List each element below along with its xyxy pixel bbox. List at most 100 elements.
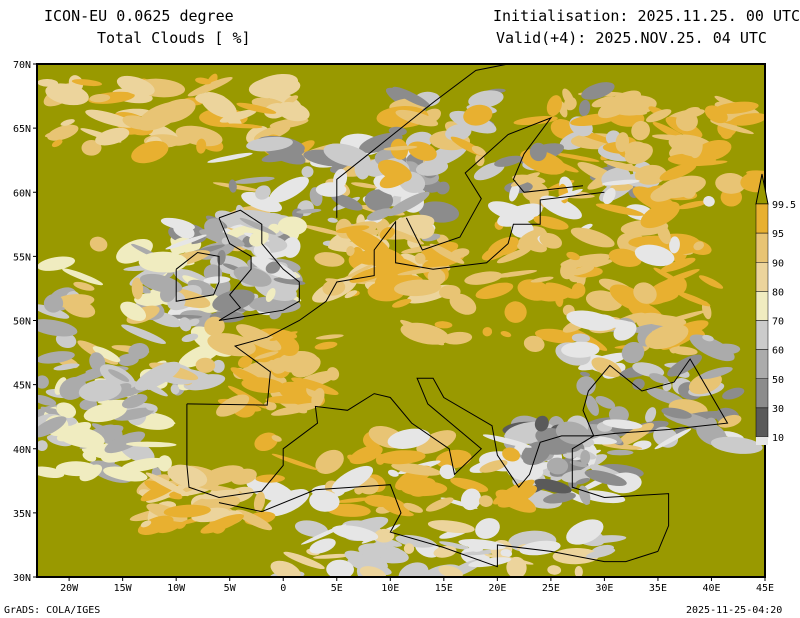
cloud-patch <box>235 509 273 531</box>
cloud-patch <box>710 120 754 135</box>
lat-label: 45N <box>13 381 31 392</box>
cloud-patch <box>533 215 569 230</box>
cloud-patch <box>698 275 724 289</box>
cloud-patch <box>475 282 514 299</box>
coastline <box>336 64 605 218</box>
lon-label: 5E <box>331 583 343 594</box>
cloud-patch <box>554 152 600 162</box>
cloud-patch <box>436 181 450 195</box>
cloud-patch <box>236 324 282 351</box>
cloud-patch <box>475 518 500 539</box>
cloud-patch <box>92 346 121 363</box>
cloud-patch <box>566 519 604 545</box>
cloud-patch <box>387 428 431 449</box>
cloud-patch <box>204 218 225 236</box>
cloud-patch <box>383 145 418 151</box>
cloud-patch <box>315 182 347 197</box>
cloud-patch <box>478 495 493 507</box>
cloud-patch <box>434 321 453 329</box>
cloud-patch <box>631 120 650 141</box>
cloud-patch <box>159 283 177 303</box>
cloud-patch <box>546 457 569 475</box>
cloud-patch <box>591 357 622 378</box>
cloud-patch <box>364 494 393 508</box>
cloud-patch <box>603 160 645 173</box>
cloud-patch <box>401 245 435 254</box>
cloud-patch <box>265 395 317 404</box>
cloud-patch <box>416 224 435 239</box>
cloud-patch <box>313 553 351 559</box>
cloud-patch <box>560 260 577 280</box>
cloud-patch <box>199 489 240 500</box>
cloud-patch <box>585 548 616 559</box>
cloud-patch <box>438 565 463 577</box>
cloud-patch <box>233 266 272 287</box>
cloud-patch <box>571 333 590 343</box>
cloud-patch <box>717 414 742 428</box>
cloud-patch <box>282 237 301 258</box>
lon-label: 25E <box>542 583 560 594</box>
cloud-patch <box>491 269 538 279</box>
cloud-patch <box>283 551 325 570</box>
cloud-patch <box>56 422 92 442</box>
cloud-patch <box>458 539 506 550</box>
cloud-patch <box>670 346 698 356</box>
model-title: ICON-EU 0.0625 degree <box>44 7 234 25</box>
colorbar-label: 60 <box>772 346 784 357</box>
colorbar-label: 70 <box>772 317 784 328</box>
cloud-patch <box>576 376 596 396</box>
cloud-patch <box>181 333 199 342</box>
coastline <box>186 191 605 406</box>
colorbar-label: 95 <box>772 229 784 240</box>
cloud-patch <box>502 447 521 462</box>
colorbar-segment <box>755 407 769 438</box>
cloud-patch <box>602 419 643 430</box>
cloud-patch <box>536 286 573 302</box>
cloud-patch <box>740 170 765 193</box>
cloud-patch <box>543 492 576 504</box>
cloud-patch <box>359 132 403 154</box>
cloud-patch <box>640 201 680 229</box>
cloud-patch <box>145 405 156 411</box>
cloud-patch <box>55 332 77 349</box>
cloud-patch <box>429 243 465 264</box>
cloud-patch <box>269 331 298 341</box>
cloud-patch <box>179 317 192 332</box>
cloud-patch <box>585 395 599 416</box>
cloud-patch <box>327 217 338 223</box>
lon-label: 30E <box>595 583 613 594</box>
cloud-patch <box>387 469 399 477</box>
cloud-patch <box>601 179 640 186</box>
cloud-patch <box>425 497 454 512</box>
lon-label: 5W <box>224 583 237 594</box>
cloud-patch <box>239 217 277 235</box>
cloud-patch <box>395 109 439 127</box>
cloud-patch <box>609 284 650 312</box>
cloud-patch <box>246 136 293 152</box>
coastline <box>218 209 300 321</box>
cloud-patch <box>482 434 532 448</box>
cloud-patch <box>351 182 379 189</box>
cloud-patch <box>248 76 301 99</box>
valid-time: Valid(+4): 2025.NOV.25. 04 UTC <box>496 29 767 47</box>
cloud-patch <box>488 201 530 222</box>
cloud-patch <box>195 357 216 373</box>
cloud-patch <box>529 142 547 162</box>
cloud-patch <box>43 294 64 313</box>
cloud-patch <box>395 534 436 548</box>
cloud-patch <box>671 277 687 295</box>
cloud-patch <box>471 145 486 156</box>
cloud-patch <box>610 183 634 191</box>
cloud-patch <box>439 464 456 480</box>
cloud-patch <box>714 101 759 114</box>
cloud-patch <box>314 341 338 350</box>
cloud-patch <box>228 179 237 193</box>
cloud-patch <box>89 236 108 252</box>
cloud-patch <box>468 90 504 109</box>
lon-label: 20E <box>488 583 506 594</box>
cloud-patch <box>45 83 89 106</box>
colorbar-segment <box>755 203 769 234</box>
cloud-patch <box>677 200 708 210</box>
cloud-patch <box>650 185 677 202</box>
